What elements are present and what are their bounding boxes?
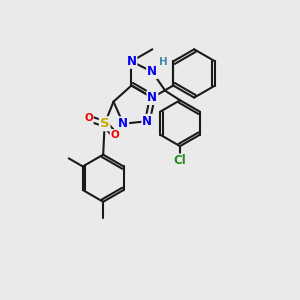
Text: O: O <box>111 130 119 140</box>
Text: H: H <box>159 57 168 67</box>
Text: S: S <box>100 117 110 130</box>
Text: Cl: Cl <box>174 154 186 167</box>
Text: N: N <box>118 117 128 130</box>
Text: N: N <box>142 115 152 128</box>
Text: N: N <box>147 91 157 104</box>
Text: O: O <box>84 113 93 124</box>
Text: N: N <box>126 55 136 68</box>
Text: N: N <box>147 65 157 78</box>
